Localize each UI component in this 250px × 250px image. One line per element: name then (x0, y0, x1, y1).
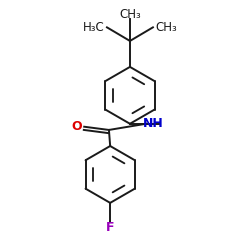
Text: H₃C: H₃C (83, 21, 105, 34)
Text: O: O (72, 120, 82, 133)
Text: CH₃: CH₃ (155, 21, 177, 34)
Text: CH₃: CH₃ (119, 8, 141, 22)
Text: F: F (106, 221, 114, 234)
Text: NH: NH (143, 117, 164, 130)
